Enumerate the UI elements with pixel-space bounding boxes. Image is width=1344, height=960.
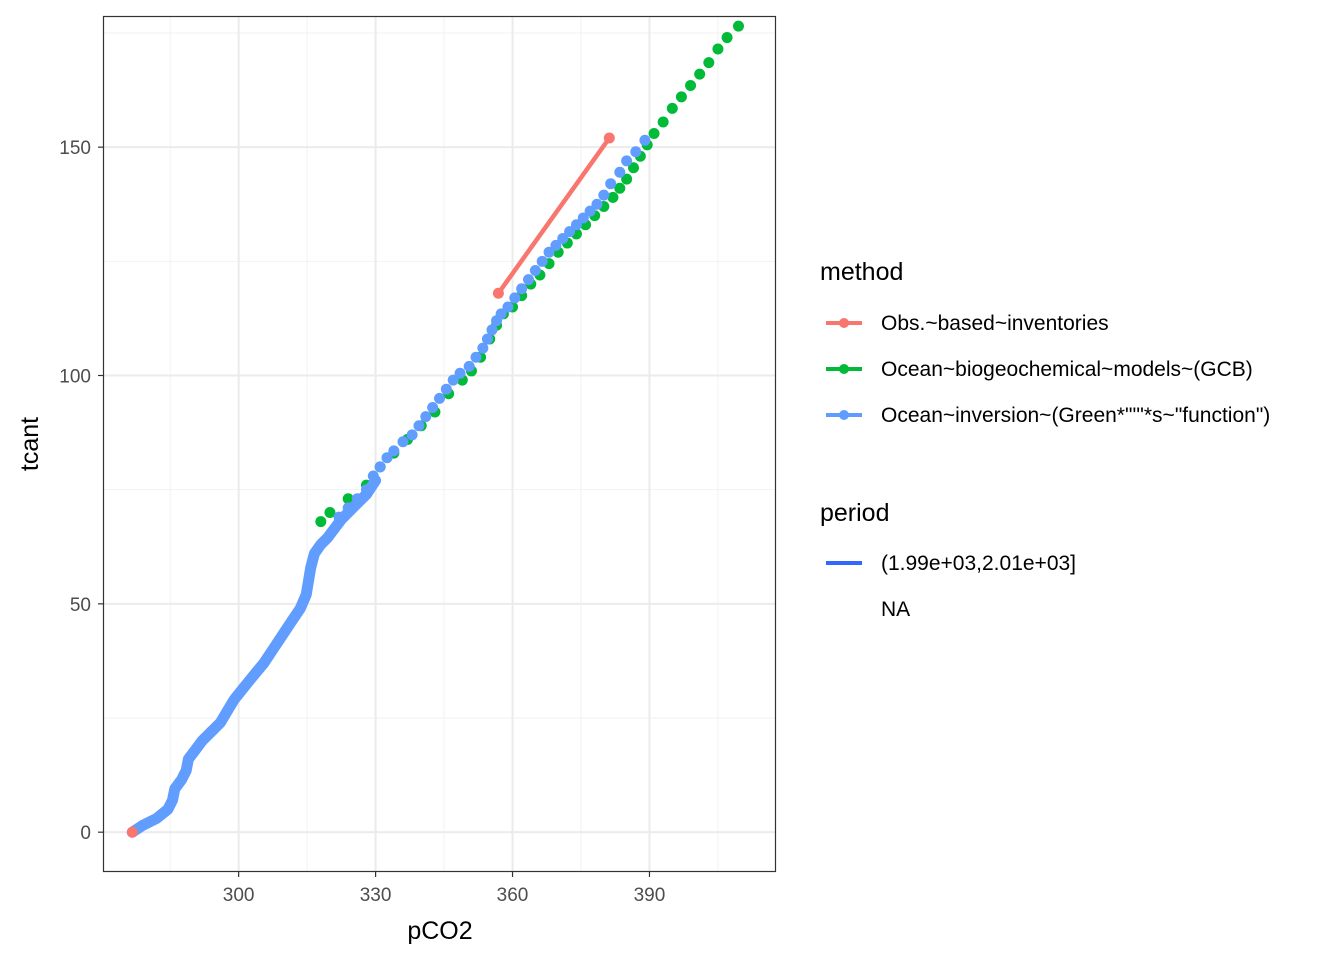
inversion-point [570, 219, 582, 231]
gcb-point [607, 191, 619, 203]
y-tick-label: 0 [80, 823, 91, 844]
inversion-point [397, 436, 409, 448]
inversion-point [388, 445, 400, 457]
inversion-point [584, 205, 596, 217]
inversion-curve [126, 475, 382, 838]
x-tick-label: 360 [497, 885, 529, 906]
inversion-point [536, 255, 548, 267]
minor-grid [104, 17, 775, 871]
inversion-point [333, 511, 345, 523]
gcb-point [614, 182, 626, 194]
gcb-point [721, 32, 733, 44]
obs-point [492, 287, 504, 299]
gcb-point [675, 91, 687, 103]
inversion-point [470, 351, 482, 363]
legend-key-inversion [826, 410, 862, 420]
inversion-point [427, 401, 439, 413]
y-tick-label: 150 [59, 138, 91, 159]
inversion-point [420, 411, 432, 423]
inversion-point [577, 212, 589, 224]
inversion-point [591, 198, 603, 210]
y-tick-label: 100 [59, 366, 91, 387]
inversion-point [351, 493, 363, 505]
inversion-point [486, 324, 498, 336]
inversion-point [529, 264, 541, 276]
gcb-point [685, 80, 697, 92]
inversion-point [434, 392, 445, 404]
x-axis: 300 330 360 390 [223, 871, 666, 906]
y-tick-label: 50 [70, 595, 91, 616]
x-axis-title: pCO2 [407, 917, 472, 945]
gcb-point [315, 516, 327, 528]
obs-line [496, 135, 612, 296]
inversion-point [342, 502, 354, 514]
gcb-point [712, 43, 724, 55]
panel-border [102, 15, 777, 873]
legend-point-gcb [839, 364, 849, 374]
inversion-point [630, 146, 642, 158]
legend-point-inversion [839, 410, 849, 420]
inversion-point [360, 484, 372, 496]
inversion-point [463, 360, 475, 372]
inversion-point [614, 166, 626, 178]
legend: method Obs.~based~inventories Ocean~biog… [820, 258, 1270, 621]
gcb-point [621, 173, 633, 185]
x-tick-label: 390 [634, 885, 666, 906]
x-tick-label: 330 [360, 885, 392, 906]
inversion-point [381, 452, 393, 464]
gcb-point [666, 102, 678, 114]
inversion-point [621, 155, 633, 167]
legend-label-period-na: NA [881, 598, 910, 621]
inversion-point [639, 134, 651, 146]
inversion-point [509, 292, 521, 304]
y-axis-title: tcant [16, 417, 44, 471]
gcb-point [657, 116, 669, 128]
inversion-point [406, 429, 418, 441]
gcb-point [703, 57, 715, 69]
x-tick-label: 300 [223, 885, 255, 906]
y-axis: 0 50 100 150 [59, 138, 104, 844]
inversion-point [523, 274, 535, 286]
inversion-point [502, 301, 514, 313]
obs-point [126, 826, 138, 838]
legend-key-obs [826, 318, 862, 328]
inversion-point [564, 226, 576, 238]
gcb-point [342, 493, 354, 505]
inversion-point [413, 420, 425, 432]
inversion-point [440, 383, 452, 395]
gcb-point [627, 162, 639, 174]
inversion-point [454, 367, 466, 379]
legend-key-gcb [826, 364, 862, 374]
inversion-point [477, 342, 489, 354]
legend-title-period: period [820, 499, 890, 527]
inversion-point [516, 283, 528, 295]
legend-title-method: method [820, 258, 903, 286]
inversion-point [367, 470, 379, 482]
inversion-point [605, 178, 617, 190]
legend-point-obs [839, 318, 849, 328]
inversion-point [598, 189, 610, 201]
obs-point [603, 132, 615, 144]
legend-label-gcb: Ocean~biogeochemical~models~(GCB) [881, 358, 1253, 381]
gcb-point [732, 20, 744, 32]
inversion-point [495, 308, 507, 320]
major-grid [104, 17, 775, 871]
data-layer [126, 20, 744, 838]
inversion-point [481, 333, 493, 345]
legend-label-obs: Obs.~based~inventories [881, 312, 1109, 335]
gcb-point [648, 127, 660, 139]
legend-label-inversion: Ocean~inversion~(Green*"'"*s~"function") [881, 404, 1270, 427]
legend-label-period-range: (1.99e+03,2.01e+03] [881, 552, 1076, 575]
inversion-point [550, 239, 562, 251]
gcb-point [324, 507, 336, 519]
inversion-point [447, 374, 459, 386]
inversion-point [557, 232, 569, 244]
inversion-point [374, 461, 386, 473]
inversion-point [543, 246, 555, 258]
gcb-point [694, 68, 706, 80]
